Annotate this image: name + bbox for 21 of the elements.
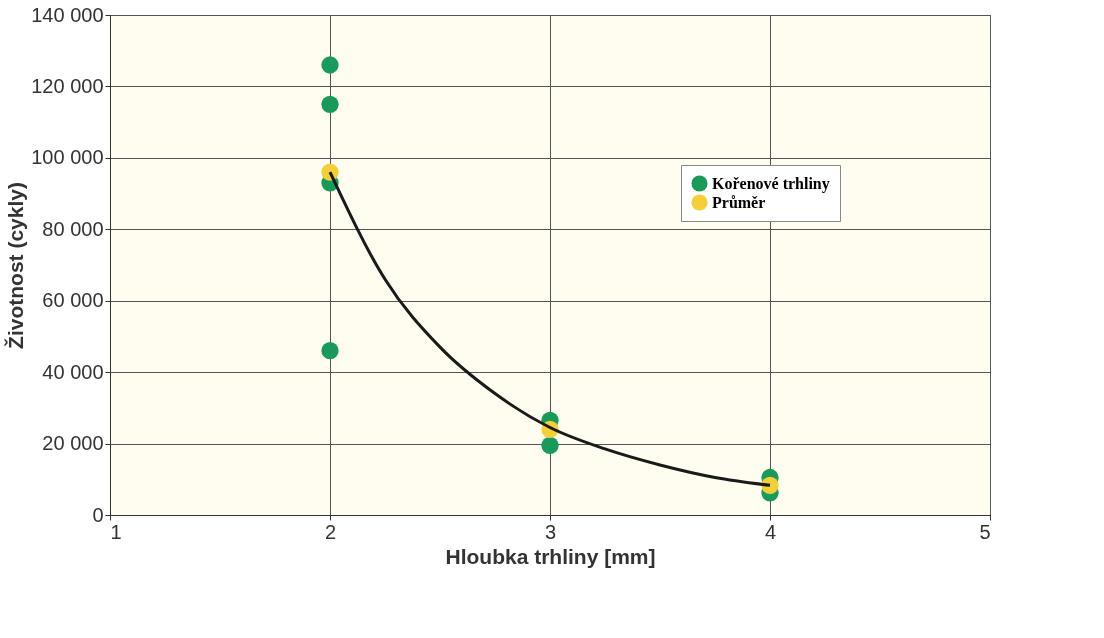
y-tick-label: 140 000 xyxy=(31,3,104,26)
y-tick-label: 80 000 xyxy=(42,217,104,240)
x-tick-label: 3 xyxy=(544,520,557,543)
y-tick-label: 120 000 xyxy=(31,74,104,97)
x-axis-title: Hloubka trhliny [mm] xyxy=(445,544,656,568)
point xyxy=(321,95,339,113)
y-tick-label: 60 000 xyxy=(42,289,104,312)
y-tick-label: 40 000 xyxy=(42,360,104,383)
legend-label: Průměr xyxy=(712,193,766,211)
y-axis-title: Životnost (cykly) xyxy=(4,182,28,349)
x-tick-label: 1 xyxy=(110,520,122,543)
y-tick-label: 0 xyxy=(92,503,104,526)
legend-label: Kořenové trhliny xyxy=(712,174,830,193)
x-tick-label: 2 xyxy=(324,520,337,543)
point xyxy=(321,56,339,74)
x-tick-label: 5 xyxy=(979,520,991,543)
y-tick-label: 100 000 xyxy=(31,146,104,169)
y-tick-label: 20 000 xyxy=(42,432,104,455)
point xyxy=(321,342,339,360)
point xyxy=(541,436,559,454)
x-tick-label: 4 xyxy=(764,520,777,543)
